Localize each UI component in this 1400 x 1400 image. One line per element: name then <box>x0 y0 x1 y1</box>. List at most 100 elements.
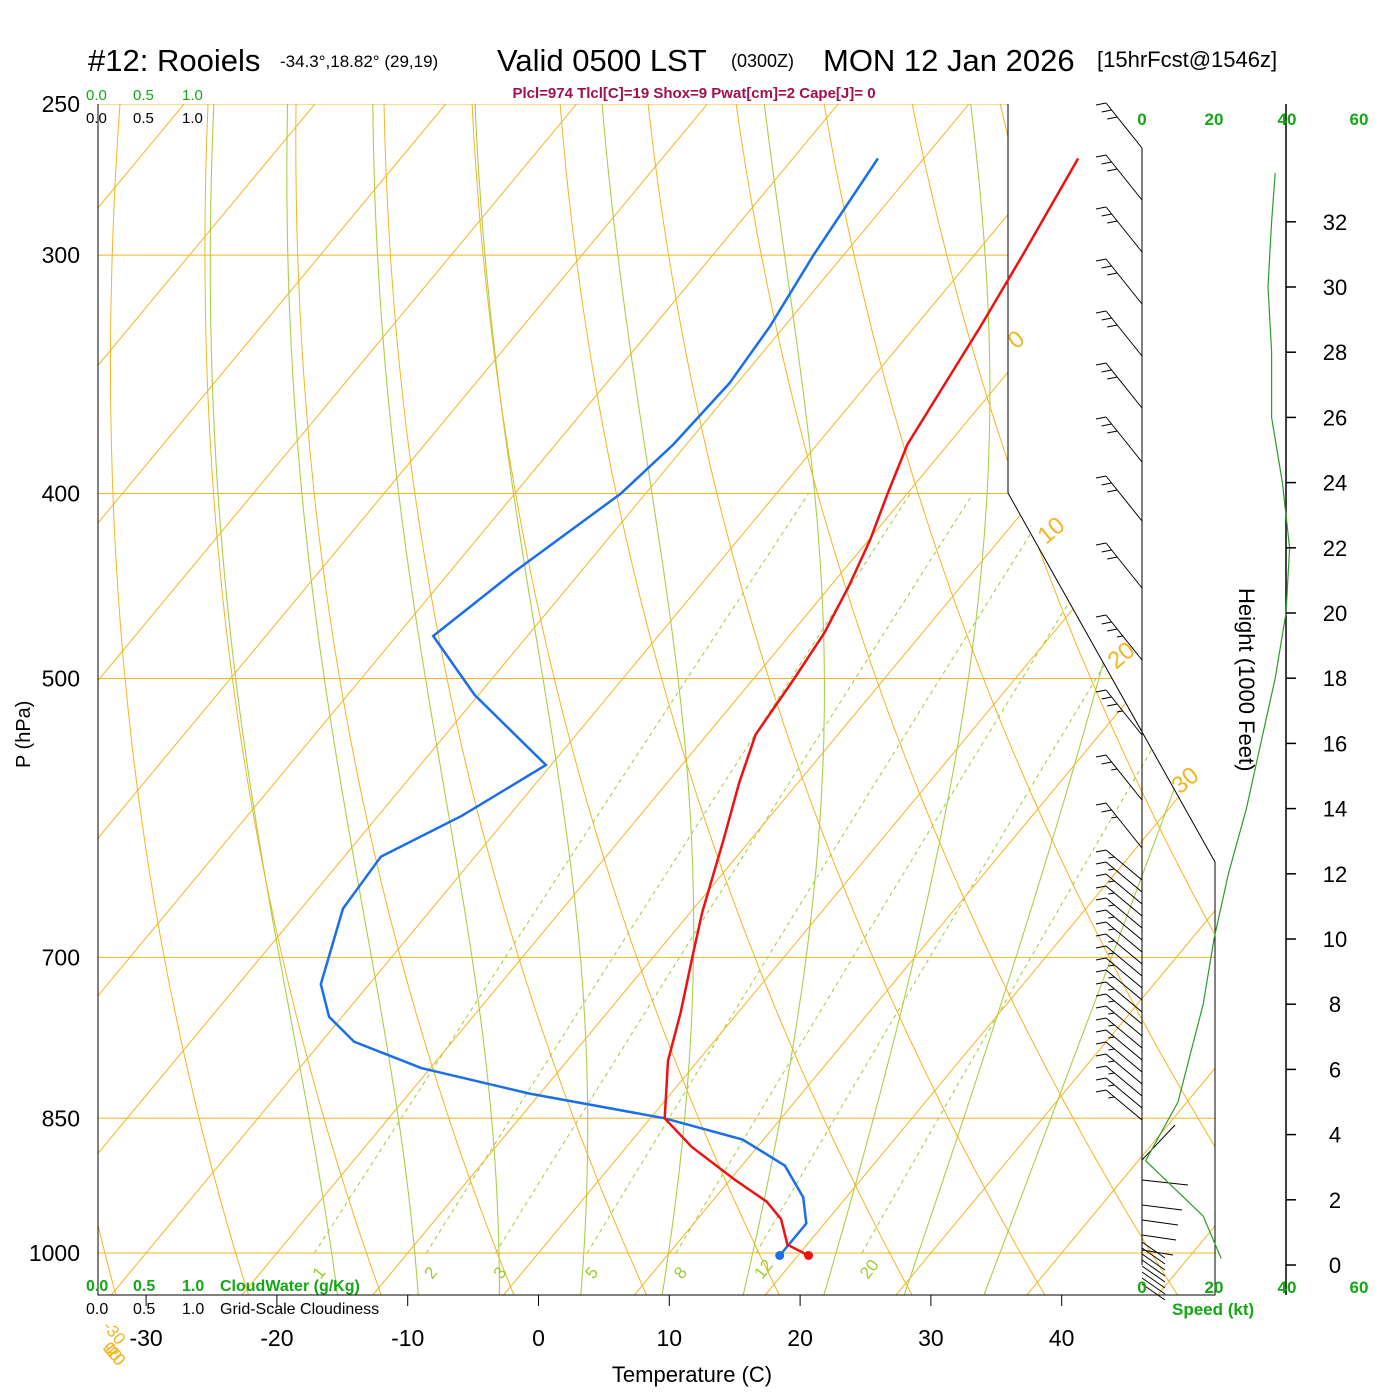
temperature-tick-label: 0 <box>532 1325 545 1351</box>
wind-barb-flag <box>1108 892 1115 895</box>
wind-barb <box>1105 754 1143 801</box>
dry-adiabat-label: 0 <box>1003 325 1031 354</box>
wind-barb-flag <box>1107 324 1118 328</box>
wind-barb <box>1141 1271 1166 1289</box>
height-tick-label: 32 <box>1323 210 1347 235</box>
pressure-tick-label: 700 <box>42 944 80 970</box>
dry-adiabat-line <box>818 104 1215 1295</box>
wind-barb <box>1105 981 1143 1013</box>
moist-adiabat-line <box>890 104 1205 1295</box>
mixing-ratio-label: 5 <box>581 1263 602 1282</box>
wind-barb-flag <box>1107 489 1118 493</box>
wind-barb-flag <box>1095 909 1107 913</box>
mixing-ratio-line <box>755 493 1209 1254</box>
isotherm-line <box>995 104 1215 1295</box>
wind-barb-flag <box>1095 969 1107 973</box>
wind-barb-flag <box>1095 957 1107 961</box>
wind-barb-flag <box>1108 988 1115 991</box>
wind-barb <box>1105 206 1143 253</box>
wind-barb-flag <box>1116 635 1123 638</box>
speed-axis-label: Speed (kt) <box>1172 1300 1254 1319</box>
moist-adiabat-line <box>969 104 1215 1295</box>
wind-barb-flag <box>1095 802 1107 806</box>
pressure-tick-label: 850 <box>42 1105 80 1131</box>
wind-barb <box>1105 258 1143 305</box>
wind-speed-profile <box>1144 172 1291 1259</box>
height-tick-label: 0 <box>1329 1253 1341 1278</box>
height-tick-label: 20 <box>1323 601 1347 626</box>
isotherm-line <box>1126 104 1215 1295</box>
wind-barb-flag <box>1108 976 1115 979</box>
wind-barb <box>1141 1124 1176 1161</box>
temperature-tick-label: 40 <box>1049 1325 1075 1351</box>
temperature-line <box>663 157 1080 1257</box>
temperature-tick-label: -10 <box>391 1325 424 1351</box>
moist-adiabat-line <box>812 104 991 1295</box>
wind-barb-flag <box>1101 809 1112 813</box>
dry-adiabat-line <box>110 104 261 1295</box>
wind-barb-flag <box>1108 880 1115 883</box>
wind-barb <box>1105 416 1143 463</box>
height-tick-label: 18 <box>1323 666 1347 691</box>
height-tick-label: 26 <box>1323 405 1347 430</box>
wind-barb <box>1105 542 1143 589</box>
height-tick-label: 16 <box>1323 731 1347 756</box>
wind-barb-flag <box>1108 952 1115 955</box>
wind-barb <box>1105 969 1143 1001</box>
wind-barb <box>1105 945 1143 977</box>
surface-temperature-dot <box>804 1251 813 1260</box>
mixing-ratio-label: 12 <box>750 1256 777 1283</box>
mixing-ratio-line <box>314 493 810 1254</box>
wind-barb-flag <box>1095 885 1107 889</box>
top-green-tick-0: 0.0 <box>86 87 107 104</box>
wind-barb <box>1105 102 1143 149</box>
top-green-tick-2: 1.0 <box>182 87 203 104</box>
mixing-ratio-line <box>495 493 974 1254</box>
wind-barb-flag <box>1101 213 1112 217</box>
wind-barb <box>1105 873 1143 905</box>
wind-barb-flag <box>1108 1048 1115 1051</box>
wind-barb <box>1105 362 1143 409</box>
moist-adiabat-line <box>372 104 500 1295</box>
pressure-tick-label: 250 <box>42 91 80 117</box>
cloudwater-tick-1: 0.5 <box>133 1278 155 1295</box>
wind-barb-flag <box>1108 868 1115 871</box>
speed-tick-bottom: 20 <box>1205 1278 1224 1297</box>
wind-barb-flag <box>1095 416 1107 420</box>
isotherm-line <box>98 104 475 1295</box>
height-tick-label: 12 <box>1323 862 1347 887</box>
wind-barb-flag <box>1108 1024 1115 1027</box>
wind-barb-flag <box>1101 161 1112 165</box>
wind-barb <box>1105 802 1143 849</box>
isotherm-line <box>98 104 1129 1295</box>
wind-barb <box>1141 1204 1183 1211</box>
wind-barb-flag <box>1107 628 1118 632</box>
moist-adiabat-line <box>598 104 695 1295</box>
height-tick-label: 10 <box>1323 927 1347 952</box>
wind-barb-flag <box>1108 964 1115 967</box>
isotherm-line <box>98 104 998 1295</box>
wind-barb-flag <box>1101 317 1112 321</box>
height-tick-label: 22 <box>1323 536 1347 561</box>
wind-barb <box>1141 1234 1177 1241</box>
valid-zulu: (0300Z) <box>731 51 794 71</box>
speed-tick-top: 20 <box>1205 110 1224 129</box>
isotherm-line <box>864 104 1215 1295</box>
cloudwater-tick-2: 1.0 <box>182 1278 204 1295</box>
isotherm-line <box>98 104 867 1295</box>
wind-barb-flag <box>1095 1041 1107 1045</box>
wind-barb-flag <box>1095 1053 1107 1057</box>
wind-barb-flag <box>1095 614 1107 618</box>
wind-barb <box>1141 1253 1166 1271</box>
height-tick-label: 2 <box>1329 1188 1341 1213</box>
wind-barb-flag <box>1095 945 1107 949</box>
moist-adiabat-line <box>286 104 422 1295</box>
isotherm-line <box>98 104 736 1295</box>
isotherm-line <box>472 104 1215 1295</box>
wind-barb-flag <box>1095 861 1107 865</box>
dry-adiabat-label: 20 <box>1103 637 1141 675</box>
valid-time: Valid 0500 LST <box>497 43 707 78</box>
temperature-tick-label: -30 <box>129 1325 162 1351</box>
